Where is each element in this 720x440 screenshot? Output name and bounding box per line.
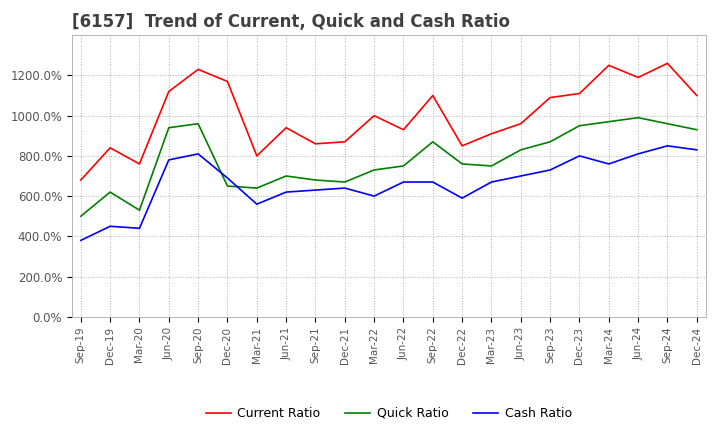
Current Ratio — [370, 113, 379, 118]
Quick Ratio — [605, 119, 613, 125]
Current Ratio — [693, 93, 701, 98]
Cash Ratio — [164, 157, 173, 162]
Line: Cash Ratio: Cash Ratio — [81, 146, 697, 240]
Current Ratio — [282, 125, 290, 130]
Quick Ratio — [341, 180, 349, 185]
Quick Ratio — [663, 121, 672, 126]
Cash Ratio — [693, 147, 701, 153]
Cash Ratio — [253, 202, 261, 207]
Quick Ratio — [487, 163, 496, 169]
Current Ratio — [663, 61, 672, 66]
Current Ratio — [634, 75, 642, 80]
Quick Ratio — [106, 190, 114, 195]
Quick Ratio — [399, 163, 408, 169]
Cash Ratio — [458, 195, 467, 201]
Current Ratio — [546, 95, 554, 100]
Cash Ratio — [575, 153, 584, 158]
Quick Ratio — [516, 147, 525, 153]
Current Ratio — [76, 177, 85, 183]
Current Ratio — [605, 63, 613, 68]
Quick Ratio — [164, 125, 173, 130]
Quick Ratio — [546, 139, 554, 144]
Legend: Current Ratio, Quick Ratio, Cash Ratio: Current Ratio, Quick Ratio, Cash Ratio — [201, 402, 577, 425]
Current Ratio — [253, 153, 261, 158]
Quick Ratio — [311, 177, 320, 183]
Current Ratio — [428, 93, 437, 98]
Line: Quick Ratio: Quick Ratio — [81, 117, 697, 216]
Cash Ratio — [516, 173, 525, 179]
Cash Ratio — [663, 143, 672, 148]
Quick Ratio — [370, 167, 379, 172]
Cash Ratio — [634, 151, 642, 157]
Cash Ratio — [106, 224, 114, 229]
Current Ratio — [458, 143, 467, 148]
Current Ratio — [223, 79, 232, 84]
Quick Ratio — [223, 183, 232, 189]
Quick Ratio — [458, 161, 467, 167]
Current Ratio — [311, 141, 320, 147]
Cash Ratio — [428, 180, 437, 185]
Text: [6157]  Trend of Current, Quick and Cash Ratio: [6157] Trend of Current, Quick and Cash … — [72, 13, 510, 31]
Cash Ratio — [194, 151, 202, 157]
Current Ratio — [135, 161, 144, 167]
Quick Ratio — [194, 121, 202, 126]
Cash Ratio — [135, 226, 144, 231]
Current Ratio — [164, 89, 173, 94]
Quick Ratio — [282, 173, 290, 179]
Current Ratio — [399, 127, 408, 132]
Line: Current Ratio: Current Ratio — [81, 63, 697, 180]
Cash Ratio — [282, 190, 290, 195]
Quick Ratio — [135, 208, 144, 213]
Cash Ratio — [311, 187, 320, 193]
Current Ratio — [487, 131, 496, 136]
Cash Ratio — [399, 180, 408, 185]
Cash Ratio — [223, 176, 232, 181]
Quick Ratio — [253, 185, 261, 191]
Current Ratio — [194, 67, 202, 72]
Cash Ratio — [341, 185, 349, 191]
Quick Ratio — [76, 213, 85, 219]
Current Ratio — [516, 121, 525, 126]
Quick Ratio — [575, 123, 584, 128]
Cash Ratio — [605, 161, 613, 167]
Quick Ratio — [428, 139, 437, 144]
Quick Ratio — [634, 115, 642, 120]
Cash Ratio — [546, 167, 554, 172]
Cash Ratio — [487, 180, 496, 185]
Cash Ratio — [76, 238, 85, 243]
Current Ratio — [341, 139, 349, 144]
Cash Ratio — [370, 194, 379, 199]
Current Ratio — [575, 91, 584, 96]
Quick Ratio — [693, 127, 701, 132]
Current Ratio — [106, 145, 114, 150]
